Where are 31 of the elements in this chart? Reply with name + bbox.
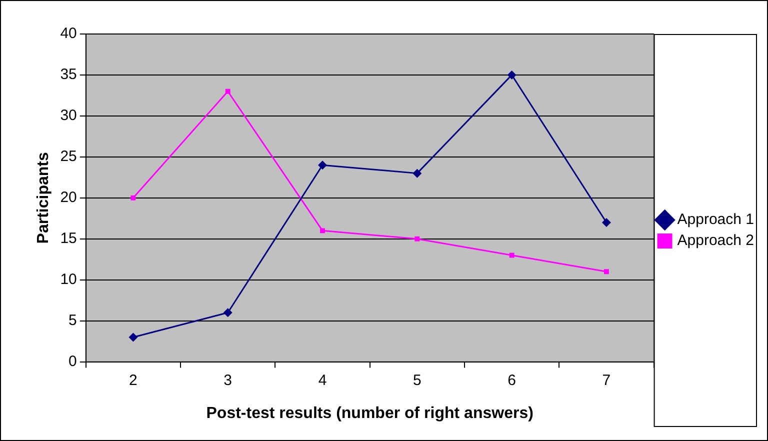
y-tick-label: 5 <box>68 312 77 329</box>
point <box>414 236 420 242</box>
point <box>509 252 514 258</box>
y-tick-label: 0 <box>68 352 77 370</box>
point <box>602 218 611 227</box>
y-tick-label: 20 <box>60 189 77 206</box>
legend-label: Approach 2 <box>677 232 754 250</box>
point <box>225 88 230 94</box>
y-tick-label: 15 <box>60 230 77 248</box>
point <box>604 269 609 274</box>
y-tick-label: 40 <box>60 25 77 42</box>
x-tick-label: 6 <box>508 372 516 389</box>
point <box>412 168 422 178</box>
point <box>130 195 136 200</box>
point <box>507 70 516 80</box>
x-tick-label: 7 <box>602 372 611 389</box>
point <box>223 308 232 318</box>
legend-label: Approach 1 <box>677 211 754 228</box>
point <box>320 228 325 234</box>
point <box>318 160 328 170</box>
x-tick-label: 3 <box>224 372 232 389</box>
y-tick-label: 10 <box>60 270 77 288</box>
x-tick-label: 2 <box>129 372 138 389</box>
y-tick-label: 25 <box>60 148 77 166</box>
point <box>128 332 138 342</box>
y-tick-label: 30 <box>60 107 77 124</box>
x-axis-title: Post-test results (number of right answers) <box>206 404 534 422</box>
x-tick-label: 5 <box>412 372 422 389</box>
y-tick-label: 35 <box>60 66 77 84</box>
x-tick-label: 4 <box>318 372 327 389</box>
y-axis-title: Participants <box>35 152 52 244</box>
